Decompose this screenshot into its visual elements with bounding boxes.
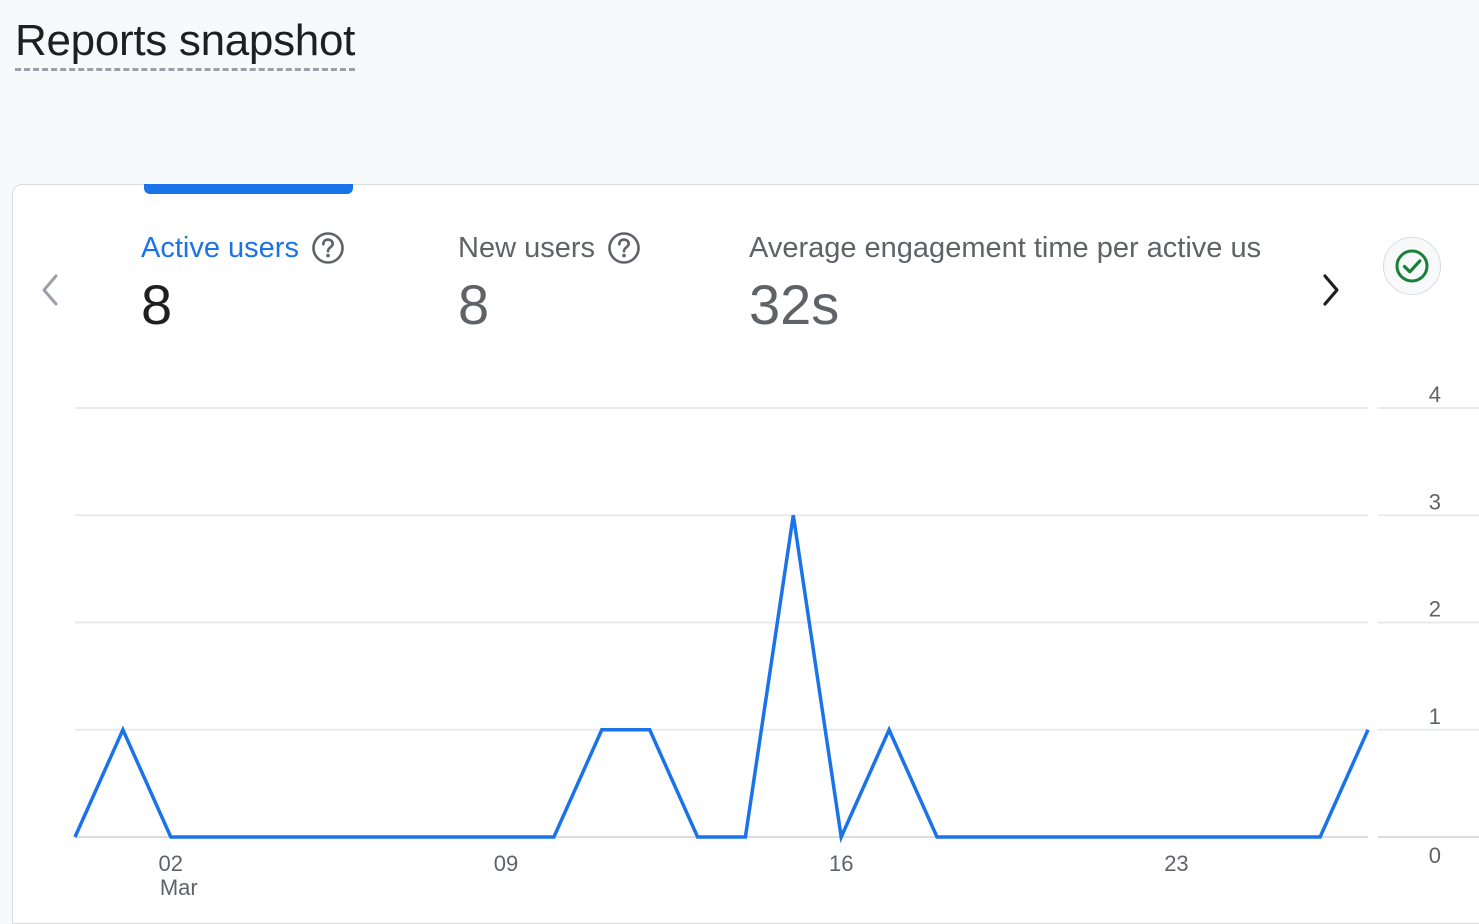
y-tick-label: 3 [1429, 489, 1441, 514]
x-tick-label: 23 [1164, 851, 1188, 876]
selected-tab-indicator [144, 184, 353, 194]
y-tick-label: 4 [1429, 382, 1441, 407]
x-tick-label: 02 [159, 851, 183, 876]
x-tick-sublabel: Mar [160, 875, 198, 900]
help-circle-icon[interactable] [607, 231, 641, 265]
metrics-card [12, 184, 1479, 924]
series-line-active-users [73, 515, 1370, 844]
metric-tab-new-users[interactable]: New users 8 [458, 228, 641, 340]
metric-tab-active-users[interactable]: Active users 8 [141, 228, 345, 340]
metric-label-active-users: Active users [141, 232, 299, 264]
y-tick-label: 1 [1429, 704, 1441, 729]
metric-tab-avg-engagement[interactable]: Average engagement time per active us 32… [749, 228, 1294, 340]
y-tick-label: 2 [1429, 597, 1441, 622]
next-metric-button[interactable] [1310, 270, 1350, 310]
previous-metric-button[interactable] [30, 270, 70, 310]
page-title: Reports snapshot [15, 14, 355, 71]
metric-value-avg-engagement: 32s [749, 273, 840, 336]
metric-value-new-users: 8 [458, 273, 490, 336]
x-tick-label: 09 [494, 851, 518, 876]
x-tick-label: 16 [829, 851, 853, 876]
status-badge[interactable] [1383, 237, 1441, 295]
metric-value-active-users: 8 [141, 273, 173, 336]
metric-label-avg-engagement: Average engagement time per active us [749, 232, 1262, 264]
y-tick-label: 0 [1429, 843, 1441, 868]
chevron-left-icon [42, 274, 58, 306]
help-circle-icon[interactable] [311, 231, 345, 265]
check-circle-icon [1395, 249, 1429, 283]
chevron-right-icon [1323, 274, 1339, 306]
metric-label-new-users: New users [458, 232, 595, 264]
